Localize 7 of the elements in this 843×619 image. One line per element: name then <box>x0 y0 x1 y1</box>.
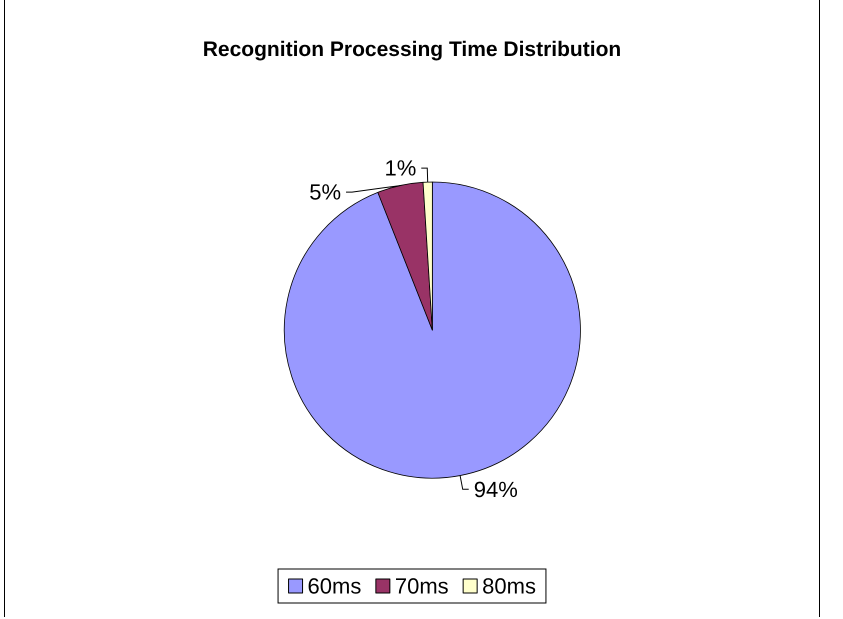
data-label: 94% <box>474 476 518 502</box>
chart-title: Recognition Processing Time Distribution <box>202 38 622 61</box>
legend-label: 80ms <box>482 574 536 598</box>
legend-label: 60ms <box>308 574 362 598</box>
data-label: 5% <box>309 180 342 205</box>
legend-label: 70ms <box>394 574 449 598</box>
data-label: 1% <box>384 156 416 181</box>
